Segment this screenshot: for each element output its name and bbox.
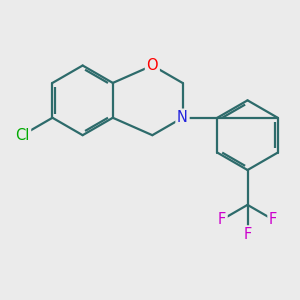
Text: F: F xyxy=(218,212,226,227)
Text: Cl: Cl xyxy=(15,128,29,143)
Text: F: F xyxy=(243,227,252,242)
Text: O: O xyxy=(146,58,158,73)
Text: N: N xyxy=(177,110,188,125)
Text: F: F xyxy=(269,212,277,227)
